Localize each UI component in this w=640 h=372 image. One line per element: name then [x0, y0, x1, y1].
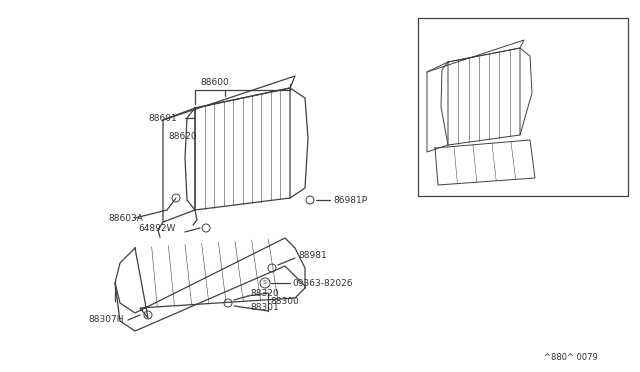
Text: ^880^ 0079: ^880^ 0079: [544, 353, 598, 362]
Text: 88603A: 88603A: [108, 214, 143, 222]
Bar: [418, 18, 628, 196]
Text: 88600: 88600: [457, 38, 483, 46]
Text: S: S: [263, 280, 267, 285]
Text: 88600: 88600: [200, 77, 229, 87]
Text: 88620: 88620: [168, 131, 196, 141]
Text: 09363-82026: 09363-82026: [292, 279, 353, 288]
Text: 86981P: 86981P: [333, 196, 367, 205]
Text: 88300: 88300: [270, 298, 299, 307]
Text: 64892W: 64892W: [138, 224, 175, 232]
Text: 88601: 88601: [148, 113, 177, 122]
Text: 88620: 88620: [510, 103, 536, 112]
Text: 88320: 88320: [250, 289, 278, 298]
Text: 88601: 88601: [501, 76, 527, 84]
Text: S.GXE<UP TO JUNE '88>: S.GXE<UP TO JUNE '88>: [426, 26, 529, 35]
Text: 88301: 88301: [250, 304, 279, 312]
Text: 88307H: 88307H: [88, 315, 124, 324]
Text: 88981: 88981: [298, 251, 327, 260]
